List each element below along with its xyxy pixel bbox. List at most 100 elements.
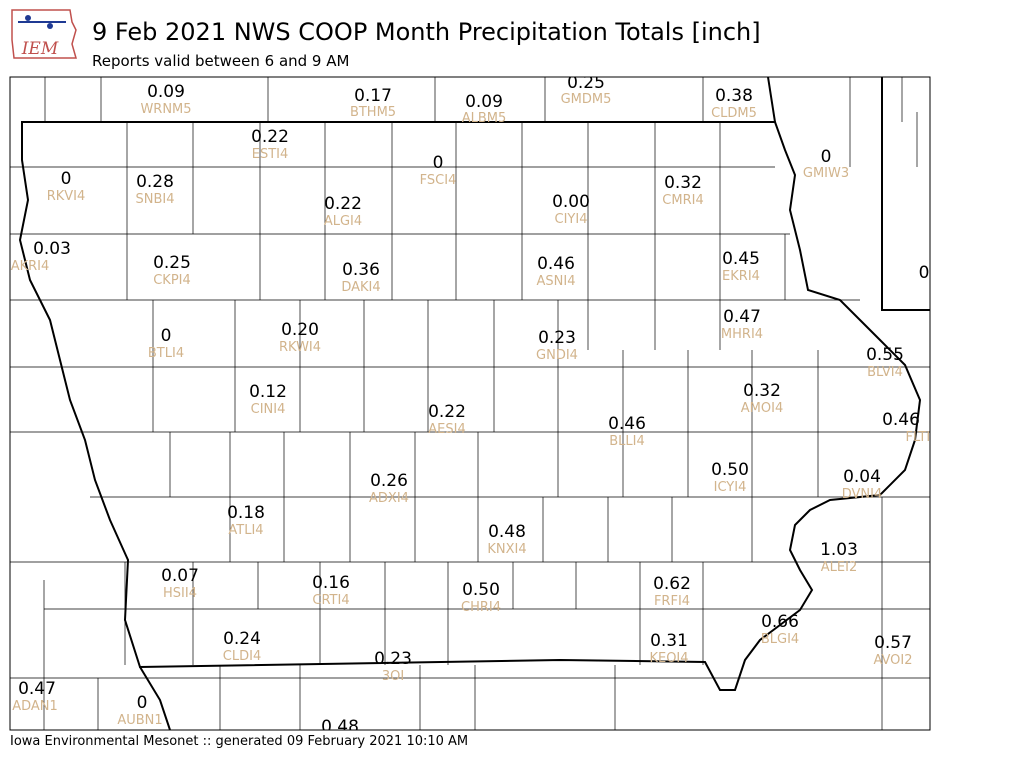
station-id: RKVI4 (47, 189, 86, 204)
state-border (767, 77, 776, 123)
station-value: 0.47 (723, 307, 761, 327)
subtitle: Reports valid between 6 and 9 AM (92, 52, 349, 70)
station-value: 0 (137, 693, 148, 713)
station-id: GMDM5 (561, 92, 612, 107)
station-id: ADAN1 (12, 699, 58, 714)
station-value: 0.46 (882, 410, 920, 430)
station-id: DVNI4 (842, 487, 883, 502)
station-id: ICYI4 (714, 480, 747, 495)
logo-text: IEM (21, 39, 59, 59)
station-value: 0 (433, 153, 444, 173)
station-value: 0.48 (488, 522, 526, 542)
station-value: 0.23 (374, 649, 412, 669)
station-id: RKWI4 (279, 340, 321, 355)
title: 9 Feb 2021 NWS COOP Month Precipitation … (92, 18, 761, 46)
station-value: 0 (821, 147, 832, 167)
station-value: 0.28 (136, 172, 174, 192)
station-id: BLGI4 (761, 632, 799, 647)
station-id: ATLI4 (228, 523, 263, 538)
station-id: ALGI4 (324, 214, 362, 229)
station-id: AVOI2 (873, 653, 912, 668)
station-id: ASNI4 (537, 274, 576, 289)
station-value: 0.32 (743, 381, 781, 401)
station-id: ADXI4 (369, 491, 409, 506)
station-value: 0.12 (249, 382, 287, 402)
station-value: 0.47 (18, 679, 56, 699)
station-id: FLTI2 (906, 430, 939, 445)
station-value: 0.26 (370, 471, 408, 491)
station-value: 0.09 (147, 82, 185, 102)
station-id: ALBM5 (462, 111, 507, 126)
station-id: BTHM5 (350, 105, 396, 120)
station-value: 0.38 (715, 86, 753, 106)
station-id: BTLI4 (148, 346, 184, 361)
footer: Iowa Environmental Mesonet :: generated … (10, 734, 468, 749)
station-value: 0.45 (722, 249, 760, 269)
station-id: AMOI4 (741, 401, 783, 416)
station-id: AESI4 (428, 422, 465, 437)
station-value: 0 (919, 263, 930, 283)
station-id: GNDI4 (536, 348, 578, 363)
station-value: 0.23 (538, 328, 576, 348)
station-id: CRTI4 (312, 593, 349, 608)
state-border (18, 121, 922, 691)
station-id: CLDI4 (223, 649, 261, 664)
station-value: 0.18 (227, 503, 265, 523)
station-id: BLLI4 (609, 434, 645, 449)
map-frame (9, 76, 931, 731)
station-value: 1.03 (820, 540, 858, 560)
station-id: BLVI4 (867, 365, 903, 380)
station-id: AKRI4 (11, 259, 50, 274)
station-id: DAKI4 (341, 280, 380, 295)
station-id: 3OI (382, 669, 404, 684)
logo: IEM (11, 9, 77, 59)
station-id: FRFI4 (654, 594, 690, 609)
station-value: 0.24 (223, 629, 261, 649)
station-id: AUBN1 (117, 713, 162, 728)
station-value: 0.25 (567, 73, 605, 93)
station-value: 0.46 (608, 414, 646, 434)
station-id: CKPI4 (153, 273, 191, 288)
station-id: HSII4 (163, 586, 197, 601)
station-value: 0.04 (843, 467, 881, 487)
station-value: 0 (161, 326, 172, 346)
station-value: 0.50 (711, 460, 749, 480)
station-id: KNXI4 (487, 542, 526, 557)
station-value: 0.62 (653, 574, 691, 594)
station-value: 0.32 (664, 173, 702, 193)
station-value: 0.48 (321, 717, 359, 737)
state-border (139, 666, 171, 730)
station-id: FSCI4 (420, 173, 457, 188)
station-value: 0.22 (251, 127, 289, 147)
station-value: 0.03 (33, 239, 71, 259)
station-id: KEOI4 (649, 651, 688, 666)
station-id: CMRI4 (662, 193, 703, 208)
station-id: EKRI4 (722, 269, 760, 284)
station-id: WRNM5 (140, 102, 191, 117)
station-value: 0.17 (354, 86, 392, 106)
station-value: 0 (61, 169, 72, 189)
state-border (881, 77, 930, 311)
station-value: 0.22 (324, 194, 362, 214)
station-value: 0.50 (462, 580, 500, 600)
station-id: ALEI2 (821, 560, 857, 575)
station-value: 0.20 (281, 320, 319, 340)
station-value: 0.66 (761, 612, 799, 632)
station-value: 0.31 (650, 631, 688, 651)
station-value: 0.22 (428, 402, 466, 422)
station-value: 0.16 (312, 573, 350, 593)
station-id: CIYI4 (555, 212, 588, 227)
station-id: ESTI4 (252, 147, 289, 162)
station-value: 0.36 (342, 260, 380, 280)
station-id: CHRI4 (461, 600, 501, 615)
station-id: CLDM5 (711, 106, 757, 121)
station-value: 0.07 (161, 566, 199, 586)
station-value: 0.55 (866, 345, 904, 365)
station-value: 0.57 (874, 633, 912, 653)
station-value: 0.09 (465, 92, 503, 112)
station-value: 0.25 (153, 253, 191, 273)
station-value: 0.46 (537, 254, 575, 274)
station-id: GMIW3 (803, 166, 849, 181)
